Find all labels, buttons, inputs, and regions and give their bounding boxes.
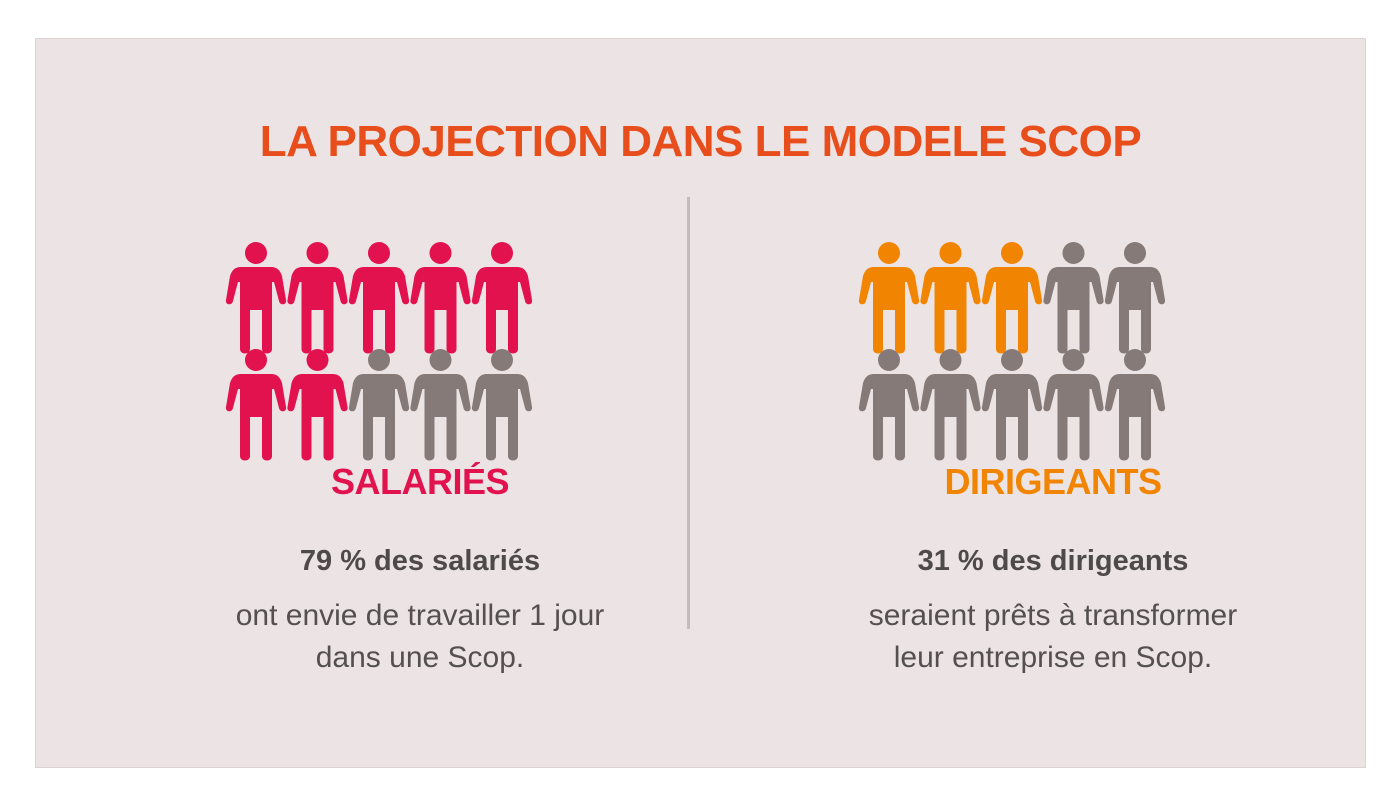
column-divider [687, 197, 690, 629]
person-icon [348, 242, 410, 354]
person-icon [1104, 349, 1166, 461]
person-icon [471, 242, 533, 354]
salaries-description-line: dans une Scop. [315, 641, 525, 674]
dirigeants-stat: 31 % des dirigeants [917, 545, 1189, 577]
person-icon [471, 349, 533, 461]
salaries-description: ont envie de travailler 1 jour dans une … [170, 595, 670, 679]
dirigeants-section: DIRIGEANTS 31 % des dirigeants seraient … [803, 39, 1303, 767]
salaries-pictogram [225, 242, 533, 461]
salaries-stat: 79 % des salariés [299, 545, 541, 577]
person-icon [920, 242, 981, 354]
person-icon [858, 242, 920, 354]
person-icon [348, 349, 410, 461]
salaries-label: SALARIÉS [330, 461, 510, 502]
salaries-section: SALARIÉS 79 % des salariés ont envie de … [170, 39, 670, 767]
person-icon [981, 349, 1043, 461]
infographic-panel: LA PROJECTION DANS LE MODELE SCOP SALARI… [35, 38, 1366, 768]
page-title: LA PROJECTION DANS LE MODELE SCOP [259, 117, 1142, 166]
dirigeants-pictogram [858, 242, 1166, 461]
person-icon [225, 242, 287, 354]
person-icon [920, 349, 981, 461]
salaries-description-line: ont envie de travailler 1 jour [235, 599, 605, 632]
person-icon [1043, 349, 1104, 461]
person-icon [858, 349, 920, 461]
person-icon [1043, 242, 1104, 354]
dirigeants-label: DIRIGEANTS [944, 461, 1162, 502]
person-icon [981, 242, 1043, 354]
dirigeants-description-line: seraient prêts à transformer [868, 599, 1238, 632]
person-icon [410, 349, 471, 461]
person-icon [287, 349, 348, 461]
person-icon [410, 242, 471, 354]
person-icon [287, 242, 348, 354]
dirigeants-description: seraient prêts à transformer leur entrep… [803, 595, 1303, 679]
person-icon [1104, 242, 1166, 354]
dirigeants-description-line: leur entreprise en Scop. [893, 641, 1213, 674]
person-icon [225, 349, 287, 461]
